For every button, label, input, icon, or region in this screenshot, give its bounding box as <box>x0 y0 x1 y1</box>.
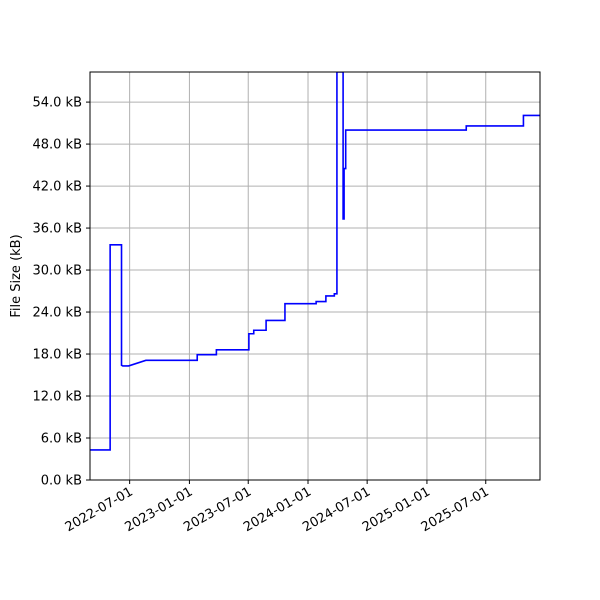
y-axis-label: File Size (kB) <box>9 234 24 317</box>
y-tick-label: 0.0 kB <box>41 474 82 489</box>
y-tick-label: 18.0 kB <box>32 348 82 363</box>
y-tick-label: 48.0 kB <box>32 138 82 153</box>
y-tick-label: 24.0 kB <box>32 306 82 321</box>
x-axis: 2022-07-012023-01-012023-07-012024-01-01… <box>63 480 492 535</box>
y-tick-label: 6.0 kB <box>41 432 82 447</box>
y-tick-label: 12.0 kB <box>32 390 82 405</box>
plot-area-frame <box>89 71 541 481</box>
file-size-series-line <box>90 72 540 451</box>
series-layer <box>90 72 540 451</box>
grid-layer <box>90 72 540 481</box>
y-axis: 0.0 kB 6.0 kB 12.0 kB 18.0 kB 24.0 kB 30.0 kB… <box>32 96 90 489</box>
y-tick-label: 30.0 kB <box>32 264 82 279</box>
y-tick-label: 54.0 kB <box>32 96 82 111</box>
y-tick-label: 42.0 kB <box>32 180 82 195</box>
y-tick-label: 36.0 kB <box>32 222 82 237</box>
